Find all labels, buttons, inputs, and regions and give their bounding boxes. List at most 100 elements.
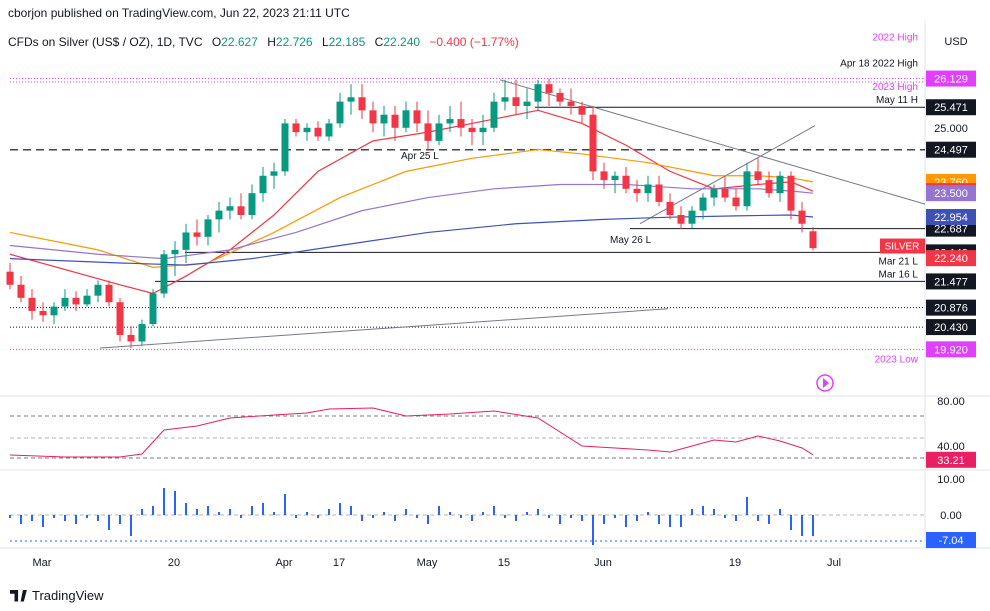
- candle: [413, 101, 421, 133]
- candle: [655, 175, 663, 207]
- candle: [281, 119, 289, 176]
- candle: [83, 289, 91, 307]
- price-tag-text: 22.687: [934, 224, 968, 236]
- candle-body: [182, 232, 190, 250]
- price-tag: 20.430: [926, 319, 976, 336]
- price-badge-bg: [926, 209, 976, 226]
- level-label: 2023 High: [872, 82, 918, 93]
- candle: [226, 197, 234, 220]
- ma-line-ema20: [9, 109, 814, 295]
- x-axis-tick: 20: [168, 557, 180, 569]
- tradingview-logo[interactable]: TradingView: [10, 588, 104, 603]
- candle-body: [501, 97, 509, 102]
- candle-body: [787, 175, 795, 211]
- candle: [171, 241, 179, 277]
- candle: [490, 92, 498, 133]
- candle: [303, 123, 311, 141]
- histogram-scale-tick: 10.00: [937, 474, 965, 486]
- candle: [578, 101, 586, 124]
- symbol-badge-bg: [880, 238, 925, 254]
- price-tag: 21.477: [926, 273, 976, 290]
- candle: [501, 79, 509, 111]
- annotation-label: Apr 25 L: [401, 151, 439, 162]
- candle: [204, 215, 212, 246]
- price-badge-text: 22.240: [934, 253, 968, 265]
- candle-body: [94, 284, 102, 296]
- candle-body: [270, 171, 278, 176]
- candle: [545, 78, 553, 106]
- candle-body: [776, 175, 784, 194]
- candle-body: [105, 284, 113, 303]
- candle-body: [424, 123, 432, 141]
- candle: [105, 280, 113, 307]
- candle: [369, 101, 377, 133]
- candle: [402, 101, 410, 133]
- candle-body: [149, 293, 157, 325]
- price-tag-text: 25.471: [934, 102, 968, 114]
- price-badge-bg: [926, 250, 976, 267]
- candle: [336, 92, 344, 128]
- price-badge-text: 22.954: [934, 212, 968, 224]
- candle: [622, 167, 630, 194]
- level-label: Mar 16 L: [879, 269, 919, 280]
- price-tag: 19.920: [926, 341, 976, 358]
- replay-icon-ring: [816, 374, 834, 392]
- candle: [556, 88, 564, 106]
- candle-body: [336, 101, 344, 124]
- candle: [193, 219, 201, 246]
- candle: [809, 226, 817, 251]
- candle-body: [347, 97, 355, 102]
- candle: [754, 158, 762, 185]
- candle: [61, 289, 69, 311]
- candle-body: [281, 123, 289, 172]
- candle: [325, 119, 333, 141]
- candle: [270, 162, 278, 189]
- candle-body: [402, 110, 410, 128]
- annotation-label: May 26 L: [610, 235, 652, 246]
- candle: [534, 79, 542, 111]
- rsi-value-tag-text: 33.21: [937, 455, 965, 467]
- candle: [512, 79, 520, 115]
- candle-body: [710, 188, 718, 198]
- price-badge: 22.954: [926, 209, 976, 226]
- candle: [6, 262, 14, 290]
- candle-body: [688, 210, 696, 224]
- ma-line-ema50: [9, 148, 814, 268]
- candle: [666, 193, 674, 220]
- open-label: O: [211, 35, 222, 49]
- candle-body: [600, 171, 608, 181]
- candle-body: [116, 302, 124, 335]
- histogram-value-tag: -7.04: [926, 532, 976, 548]
- x-axis-tick: 19: [729, 557, 741, 569]
- candle-body: [50, 306, 58, 316]
- price-tag: 25.471: [926, 99, 976, 116]
- candle: [677, 206, 685, 229]
- candle: [644, 175, 652, 202]
- candle-body: [83, 295, 91, 305]
- replay-icon: [816, 374, 834, 392]
- candle: [699, 193, 707, 220]
- candle-body: [193, 232, 201, 237]
- symbol-name[interactable]: CFDs on Silver (US$ / OZ), 1D, TVC: [8, 35, 203, 49]
- x-axis-tick: Apr: [275, 557, 292, 569]
- level-sublabel: Apr 18 2022 High: [840, 59, 918, 70]
- high-value: 22.726: [275, 35, 313, 49]
- rsi-value-tag: 33.21: [926, 451, 976, 468]
- change-value: −0.400 (−1.77%): [429, 35, 519, 49]
- candle-body: [61, 297, 69, 307]
- low-value: 22.185: [328, 35, 366, 49]
- price-tag-text: 19.920: [934, 344, 968, 356]
- candle-body: [754, 171, 762, 181]
- candle: [248, 184, 256, 220]
- candle-body: [17, 284, 25, 298]
- level-label: 2022 High: [872, 33, 918, 44]
- candle: [468, 119, 476, 146]
- candle-body: [655, 184, 663, 202]
- candle-body: [314, 127, 322, 137]
- symbol-badge: SILVER: [880, 238, 925, 254]
- candle: [94, 280, 102, 303]
- candle-body: [666, 201, 674, 215]
- candle-body: [446, 119, 454, 124]
- high-label: H: [267, 35, 276, 49]
